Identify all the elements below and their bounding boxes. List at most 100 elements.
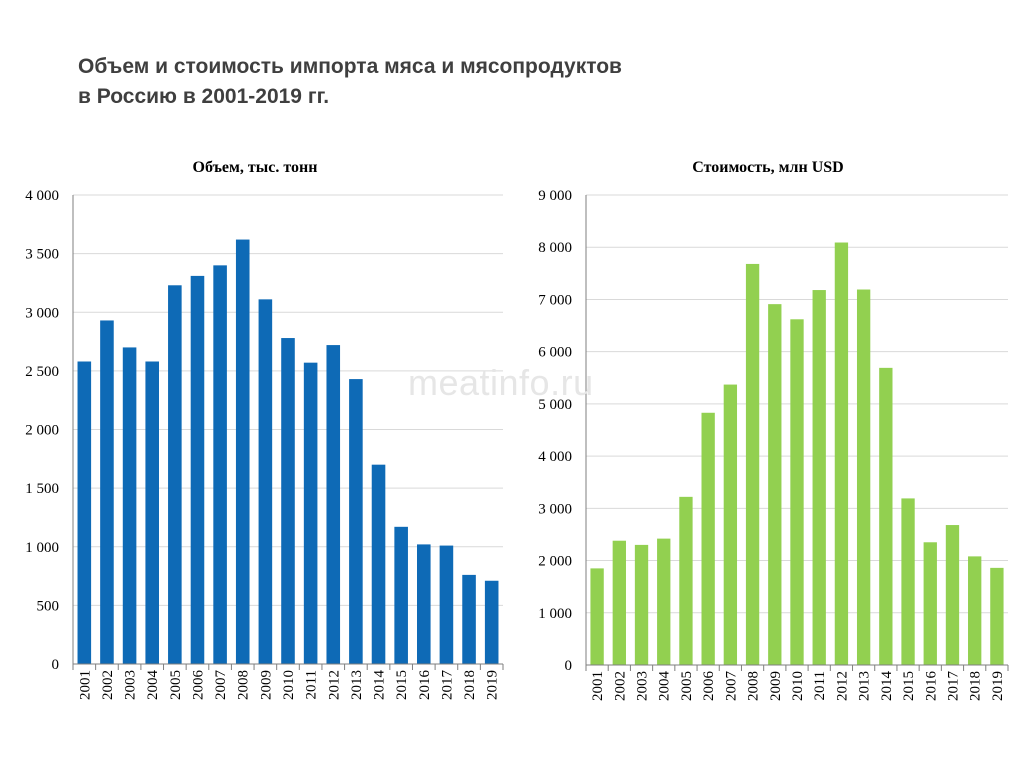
value-x-tick-label: 2003: [635, 671, 651, 701]
value-x-tick-label: 2010: [790, 671, 806, 701]
value-x-tick-label: 2007: [723, 671, 739, 702]
volume-x-tick-label: 2004: [145, 670, 161, 701]
page-title-line-1: Объем и стоимость импорта мяса и мясопро…: [78, 55, 622, 78]
volume-bar-2016: [417, 544, 431, 664]
volume-x-tick-label: 2012: [326, 670, 342, 700]
value-y-tick-label: 7 000: [538, 292, 572, 308]
value-bar-2006: [701, 412, 715, 665]
volume-bar-2001: [77, 361, 92, 664]
value-x-tick-label: 2006: [701, 671, 717, 702]
volume-x-tick-label: 2007: [213, 670, 229, 701]
value-x-tick-label: 2013: [857, 671, 873, 701]
volume-bar-2015: [394, 526, 408, 664]
volume-bar-2008: [235, 239, 250, 664]
value-y-tick-label: 9 000: [538, 188, 572, 204]
value-chart-title: Стоимость, млн USD: [692, 159, 843, 176]
value-bar-2003: [634, 544, 649, 665]
value-x-tick-label: 2019: [990, 671, 1006, 701]
volume-bar-2003: [122, 347, 137, 664]
value-y-tick-label: 5 000: [538, 397, 572, 413]
value-x-tick-label: 2015: [901, 671, 917, 701]
volume-y-tick-label: 1 500: [25, 481, 59, 497]
value-y-tick-label: 1 000: [538, 606, 572, 622]
volume-bar-2005: [168, 285, 182, 664]
volume-bar-2019: [484, 580, 499, 664]
value-y-tick-label: 0: [565, 658, 573, 674]
value-y-tick-label: 2 000: [538, 554, 572, 570]
watermark: meatinfo.ru: [408, 362, 594, 403]
value-bar-2004: [657, 538, 671, 665]
volume-x-tick-label: 2008: [236, 670, 252, 700]
volume-y-tick-label: 500: [37, 598, 60, 614]
value-x-tick-label: 2017: [945, 671, 961, 702]
volume-x-tick-label: 2019: [485, 670, 501, 700]
volume-x-tick-label: 2013: [349, 670, 365, 700]
value-x-tick-label: 2011: [812, 671, 828, 700]
value-bar-2001: [590, 568, 604, 665]
value-x-tick-label: 2002: [612, 671, 628, 701]
value-x-tick-label: 2004: [657, 671, 673, 702]
volume-x-tick-label: 2015: [394, 670, 410, 700]
value-x-tick-label: 2012: [834, 671, 850, 701]
volume-x-tick-label: 2005: [168, 670, 184, 700]
volume-bar-2014: [371, 464, 386, 664]
volume-x-tick-label: 2002: [100, 670, 116, 700]
value-bar-2019: [990, 567, 1004, 665]
volume-bar-2012: [326, 345, 341, 664]
value-bar-2002: [612, 540, 626, 665]
volume-y-tick-label: 3 500: [25, 247, 59, 263]
value-bar-2017: [945, 525, 960, 665]
value-bar-2013: [856, 289, 871, 665]
value-bar-2015: [901, 498, 915, 665]
value-bar-2009: [768, 304, 782, 665]
volume-bar-2004: [145, 361, 159, 664]
volume-bar-2006: [190, 275, 205, 664]
value-bar-2007: [723, 384, 738, 665]
volume-y-tick-label: 2 000: [25, 423, 59, 439]
value-bar-2014: [879, 367, 893, 665]
volume-x-tick-label: 2011: [304, 670, 320, 699]
value-bar-2018: [968, 556, 982, 665]
value-bar-2016: [923, 542, 937, 665]
volume-x-tick-label: 2016: [417, 670, 433, 701]
volume-bar-2007: [213, 265, 227, 664]
value-x-tick-label: 2001: [590, 671, 606, 701]
value-y-tick-label: 8 000: [538, 240, 572, 256]
value-bar-2008: [745, 263, 760, 665]
volume-y-tick-label: 2 500: [25, 364, 59, 380]
volume-chart-title: Объем, тыс. тонн: [193, 159, 318, 176]
volume-x-tick-label: 2014: [372, 670, 388, 701]
value-y-tick-label: 3 000: [538, 501, 572, 517]
value-bar-2011: [812, 290, 826, 665]
value-x-tick-label: 2009: [768, 671, 784, 701]
volume-bar-2017: [439, 545, 454, 664]
value-bar-2012: [834, 242, 849, 665]
value-bar-2010: [790, 319, 804, 665]
volume-bar-2013: [349, 379, 363, 664]
volume-bar-2009: [258, 299, 273, 664]
page-title-line-2: в Россию в 2001-2019 гг.: [78, 85, 330, 108]
volume-bar-2011: [303, 362, 318, 664]
volume-bar-2010: [281, 338, 295, 664]
volume-x-tick-label: 2001: [77, 670, 93, 700]
volume-bar-2002: [100, 320, 114, 664]
value-y-tick-label: 4 000: [538, 449, 572, 465]
page-title: Объем и стоимость импорта мяса и мясопро…: [78, 52, 778, 112]
value-x-tick-label: 2008: [746, 671, 762, 701]
volume-x-tick-label: 2018: [462, 670, 478, 700]
value-x-tick-label: 2005: [679, 671, 695, 701]
volume-x-tick-label: 2017: [439, 670, 455, 701]
volume-bar-2018: [462, 574, 476, 664]
value-x-tick-label: 2016: [923, 671, 939, 702]
volume-x-tick-label: 2006: [190, 670, 206, 701]
value-y-tick-label: 6 000: [538, 345, 572, 361]
value-x-tick-label: 2014: [879, 671, 895, 702]
volume-chart: Объем, тыс. тонн 0 500 1 000 1 500 2 000 2 500…: [25, 159, 504, 701]
volume-x-tick-label: 2010: [281, 670, 297, 700]
volume-y-tick-label: 0: [52, 657, 60, 673]
volume-y-tick-label: 1 000: [25, 540, 59, 556]
value-chart: Стоимость, млн USD 0 1 000 2 000 3 000 4 000 5…: [538, 159, 1009, 702]
value-x-tick-label: 2018: [968, 671, 984, 701]
volume-y-tick-label: 4 000: [25, 188, 59, 204]
